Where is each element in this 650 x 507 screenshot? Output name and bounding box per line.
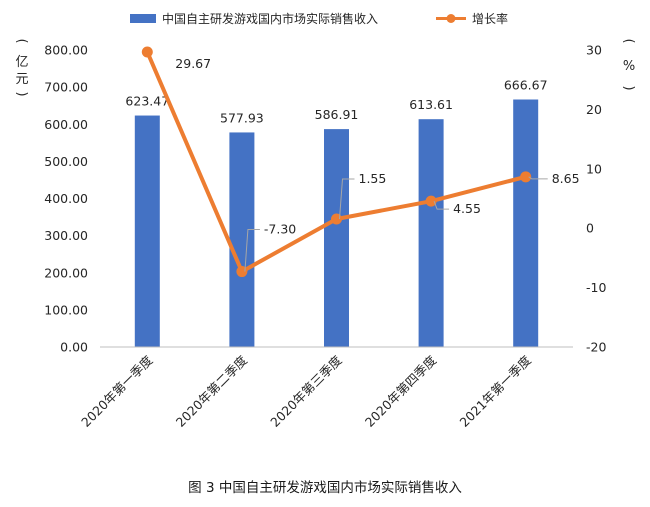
- y-right-tick-label: -20: [586, 340, 606, 355]
- y-right-unit-label: %: [623, 59, 635, 74]
- growth-point: [520, 171, 532, 183]
- y-left-unit-char: 亿: [15, 55, 28, 70]
- x-category-label: 2020年第三季度: [267, 352, 345, 430]
- line-label-leader: [528, 176, 548, 180]
- y-left-tick-label: 0.00: [60, 340, 88, 355]
- bar: [134, 115, 160, 347]
- y-left-unit-bracket-close: ): [14, 91, 29, 96]
- legend-label-line: 增长率: [472, 11, 508, 26]
- x-category-label: 2020年第一季度: [78, 352, 156, 430]
- y-left-tick-label: 500.00: [44, 154, 88, 169]
- legend-marker-line: [446, 14, 456, 23]
- bar-data-label: 623.47: [125, 94, 169, 109]
- bar-data-label: 586.91: [315, 107, 359, 122]
- line-label-leader: [433, 200, 450, 210]
- y-left-tick-label: 300.00: [44, 228, 88, 243]
- y-left-tick-label: 100.00: [44, 302, 88, 317]
- y-left-tick-label: 200.00: [44, 265, 88, 280]
- y-left-tick-label: 600.00: [44, 117, 88, 132]
- x-category-label: 2020年第二季度: [173, 352, 251, 430]
- y-left-tick-label: 700.00: [44, 80, 88, 95]
- growth-point: [331, 213, 342, 225]
- y-right-unit-bracket-close: ): [621, 85, 636, 90]
- y-right-unit-bracket-open: (: [621, 38, 636, 43]
- bar: [513, 99, 539, 347]
- line-label-leader: [244, 229, 260, 272]
- line-data-label: 8.65: [552, 171, 580, 186]
- y-left-tick-label: 400.00: [44, 191, 88, 206]
- bar-data-label: 666.67: [504, 77, 548, 92]
- y-right-tick-label: 20: [586, 102, 602, 117]
- y-right-tick-label: -10: [586, 280, 606, 295]
- bar: [229, 132, 255, 347]
- y-left-unit-char: 元: [15, 72, 28, 87]
- bar-data-label: 613.61: [409, 97, 453, 112]
- line-data-label: 29.67: [175, 56, 211, 71]
- legend-swatch-bar: [130, 14, 156, 23]
- growth-point: [425, 195, 437, 207]
- line-data-label: 1.55: [359, 171, 387, 186]
- y-left-unit-bracket-open: (: [14, 38, 29, 43]
- combo-chart: 中国自主研发游戏国内市场实际销售收入 增长率 ( 亿元) (%) 0.00 100.00 20…: [14, 11, 636, 430]
- legend-label-bar: 中国自主研发游戏国内市场实际销售收入: [162, 11, 378, 26]
- line-label-leader: [339, 178, 355, 220]
- y-left-tick-label: 800.00: [44, 43, 88, 58]
- line-data-label: 4.55: [453, 201, 481, 216]
- growth-point: [141, 46, 153, 58]
- bar: [324, 129, 349, 347]
- bar-data-label: 577.93: [220, 110, 264, 125]
- x-category-label: 2021年第一季度: [457, 352, 535, 430]
- y-right-tick-label: 10: [586, 161, 602, 176]
- line-data-label: -7.30: [264, 222, 296, 237]
- y-right-tick-label: 0: [586, 221, 594, 236]
- bar: [418, 119, 444, 347]
- y-right-tick-label: 30: [586, 43, 602, 58]
- x-category-label: 2020年第四季度: [362, 352, 440, 430]
- growth-point: [236, 266, 248, 278]
- figure-caption: 图 3 中国自主研发游戏国内市场实际销售收入: [188, 480, 462, 496]
